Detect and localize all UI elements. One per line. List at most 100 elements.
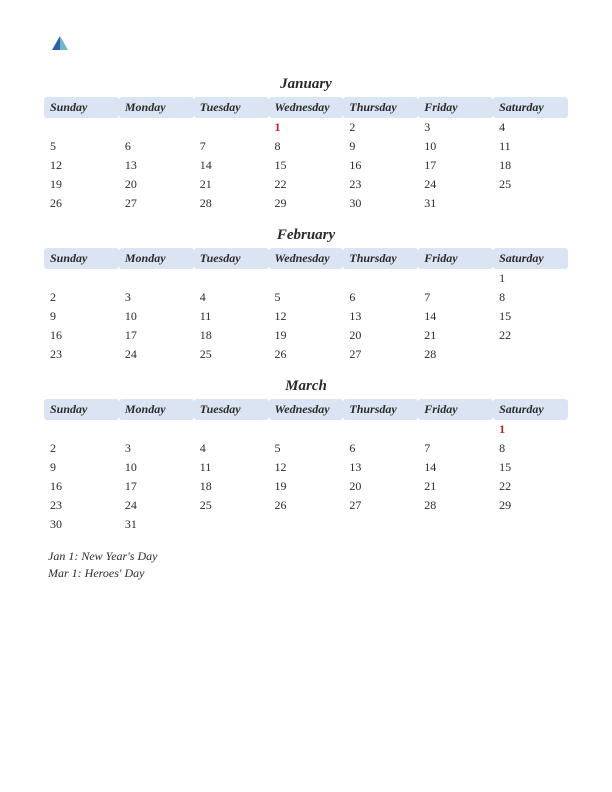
- day-header: Tuesday: [194, 97, 269, 118]
- calendar-cell: [44, 269, 119, 288]
- calendar-cell: [44, 118, 119, 137]
- calendar-cell: 3: [119, 288, 194, 307]
- calendar-cell: 9: [44, 458, 119, 477]
- calendar-row: 9101112131415: [44, 307, 568, 326]
- calendar-cell: 14: [418, 458, 493, 477]
- calendar-cell: 18: [493, 156, 568, 175]
- calendar-row: 19202122232425: [44, 175, 568, 194]
- calendar-row: 567891011: [44, 137, 568, 156]
- calendar-cell: 8: [493, 288, 568, 307]
- calendar-cell: [418, 269, 493, 288]
- calendar-cell: [343, 515, 418, 534]
- day-header: Friday: [418, 399, 493, 420]
- calendar-cell: 4: [194, 288, 269, 307]
- calendar-cell: 12: [269, 307, 344, 326]
- calendar-cell: 30: [343, 194, 418, 213]
- calendar-cell: 7: [418, 288, 493, 307]
- calendar-cell: [269, 420, 344, 439]
- calendar-row: 9101112131415: [44, 458, 568, 477]
- day-header: Wednesday: [269, 97, 344, 118]
- calendar-cell: [119, 269, 194, 288]
- calendar-cell: 1: [493, 420, 568, 439]
- calendar-cell: 10: [119, 307, 194, 326]
- calendar-cell: [119, 420, 194, 439]
- logo: [44, 34, 70, 58]
- calendar-cell: [119, 118, 194, 137]
- calendar-cell: 24: [418, 175, 493, 194]
- holiday-entry: Mar 1: Heroes' Day: [48, 565, 568, 582]
- calendar-cell: 6: [343, 439, 418, 458]
- calendar-cell: 5: [44, 137, 119, 156]
- calendar-cell: [269, 515, 344, 534]
- calendar-cell: 25: [194, 496, 269, 515]
- calendar-cell: [493, 345, 568, 364]
- calendar-row: 1234: [44, 118, 568, 137]
- calendar-table: SundayMondayTuesdayWednesdayThursdayFrid…: [44, 97, 568, 213]
- month-block: JanuarySundayMondayTuesdayWednesdayThurs…: [44, 76, 568, 213]
- day-header: Thursday: [343, 97, 418, 118]
- day-header: Sunday: [44, 97, 119, 118]
- calendar-cell: 1: [493, 269, 568, 288]
- calendar-cell: 28: [418, 345, 493, 364]
- calendar-cell: 30: [44, 515, 119, 534]
- calendar-cell: 26: [269, 345, 344, 364]
- holiday-entry: Jan 1: New Year's Day: [48, 548, 568, 565]
- calendar-cell: 13: [119, 156, 194, 175]
- calendar-cell: 6: [343, 288, 418, 307]
- calendar-cell: 12: [269, 458, 344, 477]
- calendar-cell: 11: [194, 458, 269, 477]
- month-block: MarchSundayMondayTuesdayWednesdayThursda…: [44, 378, 568, 534]
- calendar-cell: [44, 420, 119, 439]
- calendar-cell: 19: [269, 477, 344, 496]
- calendar-cell: 29: [493, 496, 568, 515]
- calendar-row: 1: [44, 420, 568, 439]
- day-header: Monday: [119, 97, 194, 118]
- calendar-cell: 13: [343, 458, 418, 477]
- calendar-row: 16171819202122: [44, 326, 568, 345]
- calendar-row: 23242526272829: [44, 496, 568, 515]
- calendar-cell: 27: [119, 194, 194, 213]
- day-header: Tuesday: [194, 399, 269, 420]
- day-header: Thursday: [343, 248, 418, 269]
- holiday-list: Jan 1: New Year's DayMar 1: Heroes' Day: [44, 548, 568, 582]
- calendar-cell: 2: [44, 288, 119, 307]
- calendar-cell: 16: [44, 477, 119, 496]
- calendar-row: 1: [44, 269, 568, 288]
- calendar-cell: 7: [194, 137, 269, 156]
- day-header: Monday: [119, 248, 194, 269]
- calendar-cell: 10: [418, 137, 493, 156]
- calendar-cell: 1: [269, 118, 344, 137]
- calendar-cell: 25: [194, 345, 269, 364]
- calendar-row: 2345678: [44, 288, 568, 307]
- calendar-row: 16171819202122: [44, 477, 568, 496]
- month-name: March: [44, 378, 568, 395]
- calendar-cell: 15: [493, 458, 568, 477]
- calendar-cell: [194, 420, 269, 439]
- day-header: Wednesday: [269, 248, 344, 269]
- day-header: Saturday: [493, 97, 568, 118]
- header: [44, 28, 568, 58]
- calendar-cell: 11: [194, 307, 269, 326]
- day-header: Saturday: [493, 399, 568, 420]
- calendar-cell: 3: [119, 439, 194, 458]
- calendar-cell: [269, 269, 344, 288]
- day-header: Thursday: [343, 399, 418, 420]
- calendar-row: 3031: [44, 515, 568, 534]
- calendar-cell: 24: [119, 496, 194, 515]
- calendar-cell: [194, 269, 269, 288]
- calendar-cell: 13: [343, 307, 418, 326]
- calendar-cell: [493, 194, 568, 213]
- calendar-cell: 31: [418, 194, 493, 213]
- calendar-cell: 4: [493, 118, 568, 137]
- calendar-cell: 25: [493, 175, 568, 194]
- calendar-cell: 22: [269, 175, 344, 194]
- calendar-cell: 28: [194, 194, 269, 213]
- calendar-cell: 2: [44, 439, 119, 458]
- calendar-row: 262728293031: [44, 194, 568, 213]
- calendar-cell: 15: [493, 307, 568, 326]
- day-header: Saturday: [493, 248, 568, 269]
- calendar-cell: 22: [493, 326, 568, 345]
- calendar-table: SundayMondayTuesdayWednesdayThursdayFrid…: [44, 248, 568, 364]
- calendar-cell: 21: [194, 175, 269, 194]
- calendar-cell: 16: [44, 326, 119, 345]
